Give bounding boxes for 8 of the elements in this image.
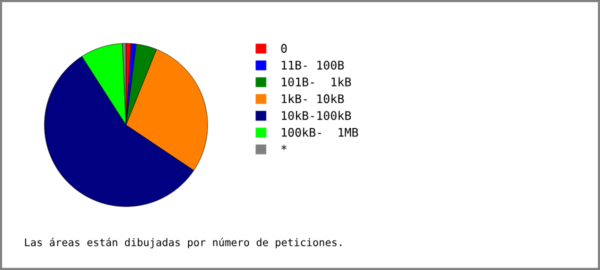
legend-label: 1kB- 10kB [282, 94, 344, 104]
legend-label: 100kB- 1MB [282, 128, 358, 137]
legend-label: * [281, 144, 287, 150]
text: Las áreas están dibujadas por número de peticiones. [25, 238, 342, 248]
legend-label: 0 [281, 44, 287, 53]
legend-label: 10kB-100kB [282, 110, 351, 120]
legend-label: 11B- 100B [282, 60, 344, 70]
legend-label: 101B- 1kB [282, 77, 351, 86]
